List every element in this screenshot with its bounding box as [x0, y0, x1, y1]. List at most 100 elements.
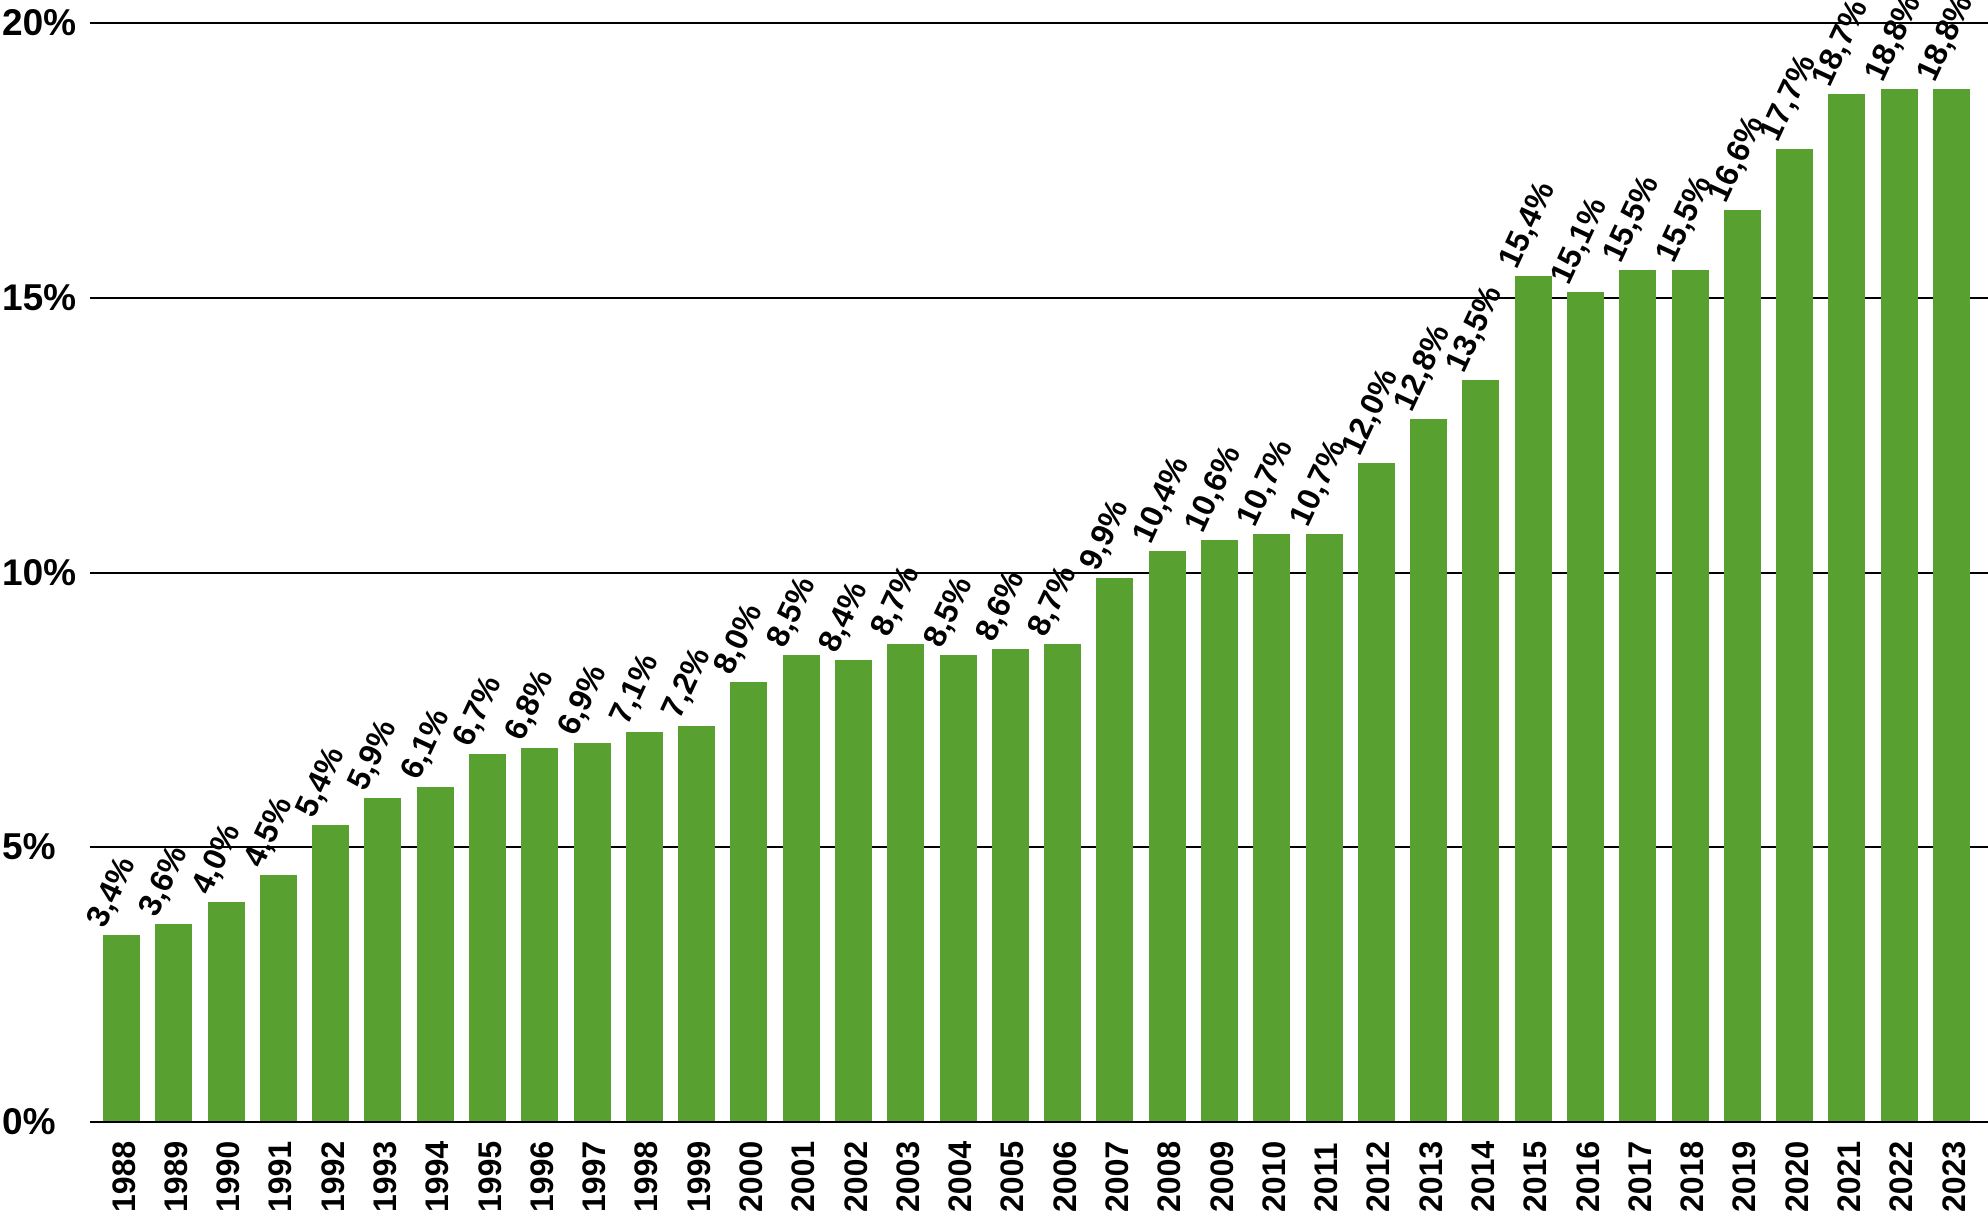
- bar-value-label-2000: 8,0%: [705, 597, 770, 680]
- bar-value-label-1993: 5,9%: [339, 713, 404, 795]
- bar-value-label-2004: 8,5%: [914, 570, 979, 652]
- bar-2012: [1357, 462, 1395, 1122]
- x-tick-label-2021: 2021: [1830, 1140, 1867, 1212]
- bar-2003: [887, 643, 925, 1122]
- bar-2022: [1880, 88, 1918, 1122]
- x-tick-label-2018: 2018: [1674, 1140, 1711, 1212]
- x-tick-label-1993: 1993: [366, 1140, 403, 1212]
- gridline-10pct: [90, 571, 1988, 574]
- x-tick-label-2019: 2019: [1726, 1140, 1763, 1212]
- bar-1995: [469, 753, 506, 1122]
- bar-value-label-1997: 6,9%: [548, 658, 613, 740]
- bar-2017: [1619, 270, 1657, 1122]
- bar-1989: [155, 924, 193, 1122]
- x-tick-label-1996: 1996: [523, 1140, 560, 1212]
- bar-value-label-2009: 10,6%: [1176, 438, 1248, 537]
- x-tick-label-2017: 2017: [1621, 1140, 1658, 1212]
- bar-2016: [1567, 292, 1604, 1122]
- bar-1998: [625, 731, 663, 1122]
- x-tick-label-1990: 1990: [210, 1140, 247, 1212]
- bar-2006: [1044, 643, 1082, 1122]
- bar-value-label-1995: 6,7%: [444, 669, 508, 751]
- bar-2015: [1514, 275, 1552, 1122]
- x-tick-label-1989: 1989: [157, 1140, 194, 1212]
- bar-2023: [1933, 88, 1970, 1122]
- x-tick-label-2005: 2005: [994, 1140, 1031, 1212]
- bar-1997: [573, 742, 611, 1122]
- bar-value-label-1989: 3,6%: [130, 839, 194, 922]
- y-tick-label: 10%: [2, 551, 77, 593]
- x-tick-label-2013: 2013: [1412, 1140, 1449, 1212]
- gridline-20pct: [90, 22, 1988, 24]
- bar-1988: [103, 935, 140, 1122]
- x-tick-label-1988: 1988: [105, 1140, 142, 1212]
- bar-value-label-2012: 12,0%: [1333, 361, 1405, 460]
- x-tick-label-2012: 2012: [1360, 1140, 1397, 1212]
- bar-2013: [1410, 418, 1448, 1122]
- bar-value-label-1996: 6,8%: [496, 663, 560, 746]
- gridline-5pct: [90, 846, 1988, 849]
- bar-1992: [312, 825, 350, 1122]
- x-tick-label-2015: 2015: [1517, 1140, 1554, 1212]
- x-tick-label-1998: 1998: [628, 1140, 665, 1212]
- bar-value-label-1990: 4,0%: [182, 817, 247, 900]
- bar-value-label-1988: 3,4%: [78, 850, 142, 933]
- bar-2008: [1148, 550, 1186, 1122]
- bar-value-label-2005: 8,6%: [967, 564, 1031, 647]
- bar-value-label-1999: 7,2%: [653, 641, 717, 724]
- x-tick-label-2002: 2002: [837, 1140, 874, 1212]
- bar-2019: [1723, 209, 1761, 1122]
- bar-2011: [1305, 534, 1343, 1122]
- bar-1994: [416, 786, 454, 1122]
- x-tick-label-2011: 2011: [1308, 1142, 1345, 1212]
- gridline-15pct: [90, 296, 1988, 299]
- bar-1999: [678, 726, 716, 1122]
- x-tick-label-2014: 2014: [1464, 1140, 1501, 1212]
- bar-2018: [1671, 270, 1709, 1122]
- x-tick-label-1994: 1994: [419, 1140, 456, 1212]
- x-tick-label-2004: 2004: [942, 1140, 979, 1212]
- x-tick-label-2023: 2023: [1935, 1140, 1972, 1212]
- bar-value-label-1994: 6,1%: [391, 702, 456, 784]
- x-tick-label-2022: 2022: [1883, 1140, 1920, 1212]
- bar-2007: [1096, 577, 1134, 1122]
- bar-2010: [1253, 534, 1291, 1122]
- bar-value-label-2013: 12,8%: [1385, 318, 1457, 416]
- y-tick-label: 20%: [2, 2, 77, 43]
- x-tick-label-2016: 2016: [1569, 1140, 1606, 1212]
- bar-2000: [730, 682, 768, 1122]
- bar-2020: [1776, 149, 1814, 1122]
- bar-value-label-2014: 13,5%: [1437, 279, 1509, 378]
- x-tick-label-2008: 2008: [1151, 1140, 1188, 1212]
- y-tick-label: 15%: [2, 276, 77, 318]
- x-tick-label-2010: 2010: [1255, 1140, 1292, 1212]
- x-tick-label-2007: 2007: [1098, 1140, 1135, 1212]
- bar-2002: [835, 660, 872, 1122]
- bar-2014: [1462, 380, 1500, 1122]
- bar-2001: [782, 654, 820, 1122]
- x-tick-label-1999: 1999: [680, 1140, 717, 1212]
- x-tick-label-1997: 1997: [576, 1140, 613, 1212]
- bar-2004: [939, 654, 977, 1122]
- x-tick-label-2003: 2003: [889, 1140, 926, 1212]
- bar-value-label-2008: 10,4%: [1123, 449, 1195, 548]
- x-tick-label-1995: 1995: [471, 1140, 508, 1212]
- x-tick-label-2001: 2001: [785, 1140, 822, 1212]
- x-tick-label-1992: 1992: [314, 1140, 351, 1212]
- y-tick-label: 0%: [2, 1101, 56, 1142]
- bar-value-label-2007: 9,9%: [1071, 493, 1136, 575]
- bar-value-label-1998: 7,1%: [601, 647, 665, 729]
- x-tick-label-2000: 2000: [732, 1140, 769, 1212]
- x-tick-label-2006: 2006: [1046, 1140, 1083, 1212]
- bar-2021: [1828, 94, 1866, 1122]
- x-tick-label-2009: 2009: [1203, 1140, 1240, 1212]
- bar-2005: [991, 649, 1029, 1122]
- x-tick-label-2020: 2020: [1778, 1140, 1815, 1212]
- bar-value-label-1992: 5,4%: [287, 740, 351, 823]
- x-tick-label-1991: 1991: [262, 1140, 299, 1212]
- bar-1993: [364, 797, 402, 1122]
- y-tick-label: 5%: [2, 826, 56, 868]
- bar-value-label-2021: 18,7%: [1803, 0, 1875, 92]
- bar-value-label-2002: 8,4%: [810, 575, 874, 658]
